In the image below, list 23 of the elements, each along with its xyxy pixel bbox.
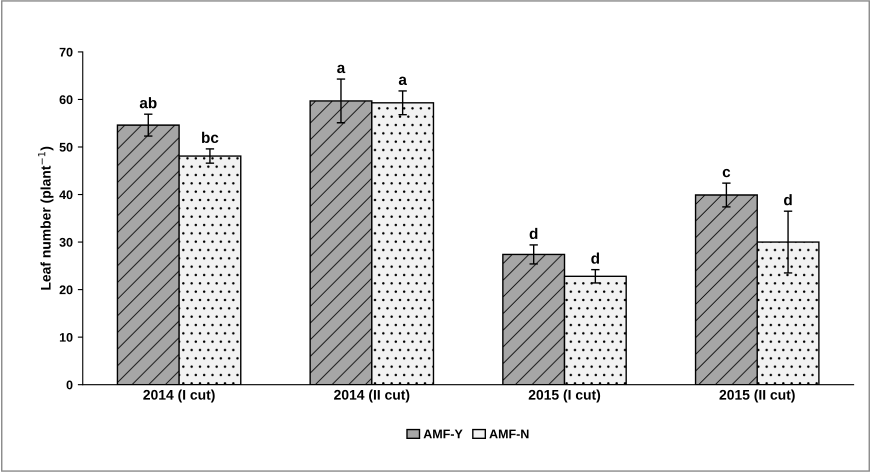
y-tick-label: 30 [59, 238, 73, 247]
y-tick-label: 10 [60, 332, 73, 342]
annotation: d [591, 252, 600, 264]
annotation: d [784, 194, 792, 206]
x-tick-label: 2015 (I cut) [528, 390, 600, 402]
y-axis-title: Leaf number (plant$^{−1}$) [38, 146, 54, 290]
annotation: d [530, 228, 538, 240]
y-tick-label: 0 [66, 380, 73, 390]
y-tick-label: 20 [60, 285, 73, 294]
y-tick-label: 60 [60, 95, 73, 104]
legend-label: AMF-Y [424, 430, 463, 438]
x-tick-label: 2015 (II cut) [720, 390, 795, 402]
annotation: a [337, 64, 346, 74]
x-tick-label: 2014 (I cut) [143, 390, 215, 402]
y-tick-label: 70 [60, 48, 73, 57]
annotation: c [722, 168, 730, 178]
annotation: ab [140, 97, 157, 108]
annotation: bc [202, 132, 218, 144]
legend-label: AMF-N [489, 430, 528, 438]
y-tick-label: 40 [59, 190, 73, 200]
y-tick-label: 50 [60, 142, 73, 152]
x-tick-label: 2014 (II cut) [334, 390, 410, 402]
annotation: a [398, 76, 407, 86]
